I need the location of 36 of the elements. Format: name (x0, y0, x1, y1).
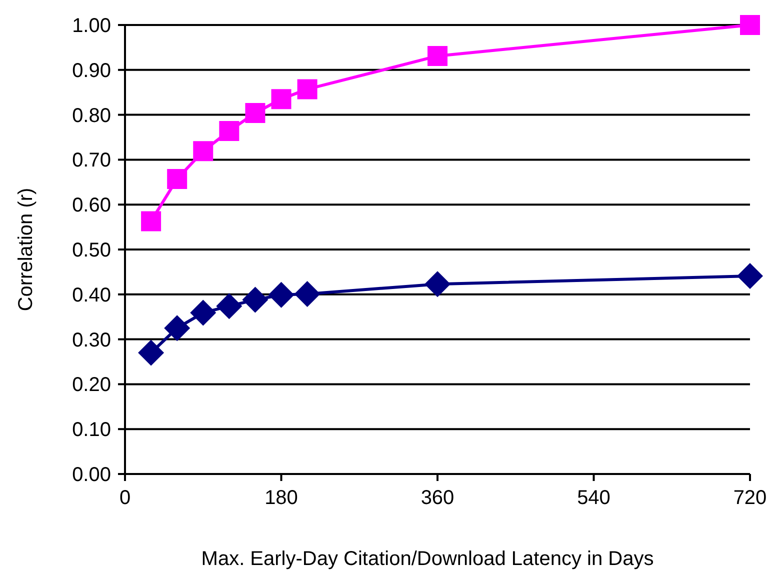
y-tick-label: 0.30 (72, 329, 111, 352)
point (737, 262, 763, 289)
point (294, 280, 320, 307)
point (164, 315, 190, 342)
point (141, 211, 162, 232)
y-tick-label: 0.00 (72, 464, 111, 486)
y-tick-label: 1.00 (72, 15, 111, 37)
point (740, 15, 760, 35)
point (424, 271, 450, 298)
y-tick-label: 0.10 (72, 419, 111, 442)
point (268, 282, 294, 308)
point (242, 286, 268, 313)
y-tick-label: 0.70 (72, 150, 111, 172)
y-tick-label: 0.60 (72, 194, 111, 217)
x-tick-label: 180 (264, 487, 298, 509)
y-tick-label: 0.90 (72, 60, 111, 82)
point (271, 89, 292, 110)
point (219, 120, 240, 141)
point (167, 169, 188, 190)
y-tick-label: 0.40 (72, 284, 111, 306)
point (138, 340, 164, 366)
point (216, 293, 242, 320)
x-axis-title: Max. Early-Day Citation/Download Latency in Days (201, 548, 654, 570)
x-tick-label: 360 (420, 487, 454, 509)
x-tick-label: 720 (733, 487, 767, 509)
point (297, 79, 318, 100)
x-tick-label: 540 (577, 487, 610, 509)
point (190, 300, 216, 326)
y-tick-label: 0.20 (72, 374, 111, 396)
y-tick-label: 0.80 (72, 104, 111, 127)
point (193, 141, 214, 162)
y-axis-title: Correlation (r) (15, 188, 37, 312)
point (428, 46, 448, 66)
x-tick-label: 0 (119, 487, 131, 509)
point (245, 103, 266, 124)
y-tick-label: 0.50 (72, 240, 111, 262)
